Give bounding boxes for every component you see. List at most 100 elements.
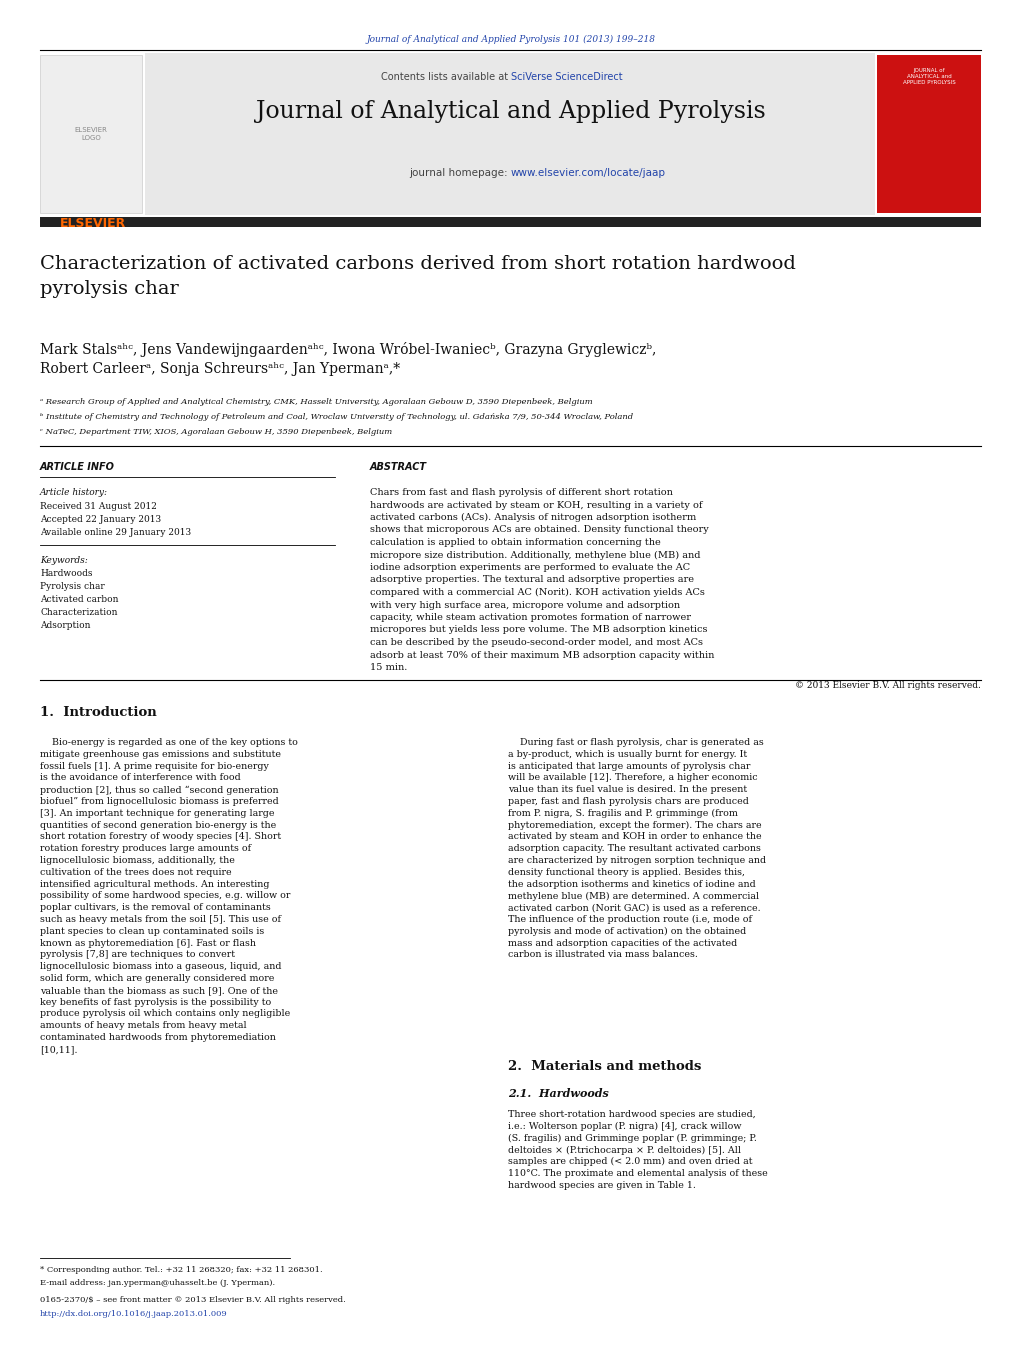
Text: Received 31 August 2012: Received 31 August 2012 (40, 503, 157, 511)
Text: poplar cultivars, is the removal of contaminants: poplar cultivars, is the removal of cont… (40, 904, 271, 912)
Text: www.elsevier.com/locate/jaap: www.elsevier.com/locate/jaap (510, 168, 666, 178)
Text: calculation is applied to obtain information concerning the: calculation is applied to obtain informa… (370, 538, 661, 547)
Text: phytoremediation, except the former). The chars are: phytoremediation, except the former). Th… (508, 820, 762, 830)
Text: iodine adsorption experiments are performed to evaluate the AC: iodine adsorption experiments are perfor… (370, 563, 690, 571)
Text: Adsorption: Adsorption (40, 621, 91, 630)
Text: amounts of heavy metals from heavy metal: amounts of heavy metals from heavy metal (40, 1021, 247, 1031)
Text: quantities of second generation bio-energy is the: quantities of second generation bio-ener… (40, 820, 277, 830)
Text: ᶜ NaTeC, Department TIW, XIOS, Agoralaan Gebouw H, 3590 Diepenbeek, Belgium: ᶜ NaTeC, Department TIW, XIOS, Agoralaan… (40, 428, 392, 436)
Text: methylene blue (MB) are determined. A commercial: methylene blue (MB) are determined. A co… (508, 892, 760, 901)
Text: Three short-rotation hardwood species are studied,: Three short-rotation hardwood species ar… (508, 1111, 756, 1119)
Text: 15 min.: 15 min. (370, 663, 407, 671)
Text: Pyrolysis char: Pyrolysis char (40, 582, 105, 590)
Text: density functional theory is applied. Besides this,: density functional theory is applied. Be… (508, 867, 745, 877)
Bar (877, 55, 981, 213)
Text: Contents lists available at: Contents lists available at (381, 72, 510, 82)
Text: mass and adsorption capacities of the activated: mass and adsorption capacities of the ac… (508, 939, 737, 947)
Text: lignocellulosic biomass into a gaseous, liquid, and: lignocellulosic biomass into a gaseous, … (40, 962, 282, 971)
Text: ELSEVIER
LOGO: ELSEVIER LOGO (75, 127, 107, 141)
Text: ELSEVIER: ELSEVIER (60, 218, 127, 230)
Text: mitigate greenhouse gas emissions and substitute: mitigate greenhouse gas emissions and su… (40, 750, 281, 759)
Text: Journal of Analytical and Applied Pyrolysis: Journal of Analytical and Applied Pyroly… (256, 100, 766, 123)
Text: activated carbon (Norit GAC) is used as a reference.: activated carbon (Norit GAC) is used as … (508, 904, 761, 912)
Text: Hardwoods: Hardwoods (40, 569, 93, 578)
Text: pyrolysis [7,8] are techniques to convert: pyrolysis [7,8] are techniques to conver… (40, 950, 235, 959)
Text: During fast or flash pyrolysis, char is generated as: During fast or flash pyrolysis, char is … (508, 738, 764, 747)
Text: produce pyrolysis oil which contains only negligible: produce pyrolysis oil which contains onl… (40, 1009, 290, 1019)
Text: hardwood species are given in Table 1.: hardwood species are given in Table 1. (508, 1181, 696, 1190)
Bar (40, 218, 981, 227)
Text: short rotation forestry of woody species [4]. Short: short rotation forestry of woody species… (40, 832, 281, 842)
Text: 2.1.  Hardwoods: 2.1. Hardwoods (508, 1088, 609, 1098)
Text: adsorb at least 70% of their maximum MB adsorption capacity within: adsorb at least 70% of their maximum MB … (370, 650, 715, 659)
Text: shows that microporous ACs are obtained. Density functional theory: shows that microporous ACs are obtained.… (370, 526, 709, 535)
Text: 0165-2370/$ – see front matter © 2013 Elsevier B.V. All rights reserved.: 0165-2370/$ – see front matter © 2013 El… (40, 1296, 346, 1304)
Bar (40, 55, 142, 213)
Text: a by-product, which is usually burnt for energy. It: a by-product, which is usually burnt for… (508, 750, 747, 759)
Text: carbon is illustrated via mass balances.: carbon is illustrated via mass balances. (508, 950, 698, 959)
Text: is the avoidance of interference with food: is the avoidance of interference with fo… (40, 773, 241, 782)
Text: pyrolysis and mode of activation) on the obtained: pyrolysis and mode of activation) on the… (508, 927, 746, 936)
Text: such as heavy metals from the soil [5]. This use of: such as heavy metals from the soil [5]. … (40, 915, 281, 924)
Text: Bio-energy is regarded as one of the key options to: Bio-energy is regarded as one of the key… (40, 738, 298, 747)
Text: [3]. An important technique for generating large: [3]. An important technique for generati… (40, 809, 275, 817)
Text: micropore size distribution. Additionally, methylene blue (MB) and: micropore size distribution. Additionall… (370, 550, 700, 559)
Text: activated carbons (ACs). Analysis of nitrogen adsorption isotherm: activated carbons (ACs). Analysis of nit… (370, 513, 696, 521)
Text: are characterized by nitrogen sorption technique and: are characterized by nitrogen sorption t… (508, 857, 766, 865)
Text: SciVerse ScienceDirect: SciVerse ScienceDirect (510, 72, 623, 82)
Text: biofuel” from lignocellulosic biomass is preferred: biofuel” from lignocellulosic biomass is… (40, 797, 279, 807)
Text: plant species to clean up contaminated soils is: plant species to clean up contaminated s… (40, 927, 264, 936)
Text: 2.  Materials and methods: 2. Materials and methods (508, 1061, 701, 1073)
Text: with very high surface area, micropore volume and adsorption: with very high surface area, micropore v… (370, 600, 680, 609)
Text: hardwoods are activated by steam or KOH, resulting in a variety of: hardwoods are activated by steam or KOH,… (370, 500, 702, 509)
Text: adsorption capacity. The resultant activated carbons: adsorption capacity. The resultant activ… (508, 844, 761, 854)
Text: Activated carbon: Activated carbon (40, 594, 118, 604)
Text: Mark Stalsᵃʰᶜ, Jens Vandewijngaardenᵃʰᶜ, Iwona Wróbel-Iwaniecᵇ, Grazyna Gryglewi: Mark Stalsᵃʰᶜ, Jens Vandewijngaardenᵃʰᶜ,… (40, 342, 657, 357)
Text: Chars from fast and flash pyrolysis of different short rotation: Chars from fast and flash pyrolysis of d… (370, 488, 673, 497)
Text: Robert Carleerᵃ, Sonja Schreursᵃʰᶜ, Jan Ypermanᵃ,*: Robert Carleerᵃ, Sonja Schreursᵃʰᶜ, Jan … (40, 362, 400, 376)
Text: will be available [12]. Therefore, a higher economic: will be available [12]. Therefore, a hig… (508, 773, 758, 782)
Text: value than its fuel value is desired. In the present: value than its fuel value is desired. In… (508, 785, 747, 794)
Text: JOURNAL of
ANALYTICAL and
APPLIED PYROLYSIS: JOURNAL of ANALYTICAL and APPLIED PYROLY… (903, 68, 956, 85)
Text: ABSTRACT: ABSTRACT (370, 462, 427, 471)
Text: cultivation of the trees does not require: cultivation of the trees does not requir… (40, 867, 232, 877)
Text: ᵇ Institute of Chemistry and Technology of Petroleum and Coal, Wroclaw Universit: ᵇ Institute of Chemistry and Technology … (40, 413, 633, 422)
Text: paper, fast and flash pyrolysis chars are produced: paper, fast and flash pyrolysis chars ar… (508, 797, 748, 807)
Text: rotation forestry produces large amounts of: rotation forestry produces large amounts… (40, 844, 251, 854)
Text: activated by steam and KOH in order to enhance the: activated by steam and KOH in order to e… (508, 832, 762, 842)
Bar (145, 53, 875, 215)
Text: the adsorption isotherms and kinetics of iodine and: the adsorption isotherms and kinetics of… (508, 880, 756, 889)
Text: fossil fuels [1]. A prime requisite for bio-energy: fossil fuels [1]. A prime requisite for … (40, 762, 269, 770)
Text: Article history:: Article history: (40, 488, 108, 497)
Text: Available online 29 January 2013: Available online 29 January 2013 (40, 528, 191, 536)
Text: ᵃ Research Group of Applied and Analytical Chemistry, CMK, Hasselt University, A: ᵃ Research Group of Applied and Analytic… (40, 399, 593, 407)
Text: ARTICLE INFO: ARTICLE INFO (40, 462, 115, 471)
Text: 1.  Introduction: 1. Introduction (40, 707, 157, 719)
Text: E-mail address: jan.yperman@uhasselt.be (J. Yperman).: E-mail address: jan.yperman@uhasselt.be … (40, 1279, 275, 1288)
Text: i.e.: Wolterson poplar (P. nigra) [4], crack willow: i.e.: Wolterson poplar (P. nigra) [4], c… (508, 1121, 741, 1131)
Text: (S. fragilis) and Grimminge poplar (P. grimminge; P.: (S. fragilis) and Grimminge poplar (P. g… (508, 1133, 757, 1143)
Text: valuable than the biomass as such [9]. One of the: valuable than the biomass as such [9]. O… (40, 986, 278, 994)
Text: from P. nigra, S. fragilis and P. grimminge (from: from P. nigra, S. fragilis and P. grimmi… (508, 809, 738, 817)
Text: Characterization: Characterization (40, 608, 117, 617)
Text: http://dx.doi.org/10.1016/j.jaap.2013.01.009: http://dx.doi.org/10.1016/j.jaap.2013.01… (40, 1310, 228, 1319)
Text: © 2013 Elsevier B.V. All rights reserved.: © 2013 Elsevier B.V. All rights reserved… (795, 681, 981, 689)
Text: samples are chipped (< 2.0 mm) and oven dried at: samples are chipped (< 2.0 mm) and oven … (508, 1158, 752, 1166)
Text: can be described by the pseudo-second-order model, and most ACs: can be described by the pseudo-second-or… (370, 638, 703, 647)
Text: possibility of some hardwood species, e.g. willow or: possibility of some hardwood species, e.… (40, 892, 290, 900)
Text: is anticipated that large amounts of pyrolysis char: is anticipated that large amounts of pyr… (508, 762, 750, 770)
Text: Characterization of activated carbons derived from short rotation hardwood
pyrol: Characterization of activated carbons de… (40, 255, 796, 299)
Text: contaminated hardwoods from phytoremediation: contaminated hardwoods from phytoremedia… (40, 1034, 276, 1042)
Text: The influence of the production route (i.e, mode of: The influence of the production route (i… (508, 915, 752, 924)
Text: deltoides × (P.trichocarpa × P. deltoides) [5]. All: deltoides × (P.trichocarpa × P. deltoide… (508, 1146, 741, 1155)
Text: production [2], thus so called “second generation: production [2], thus so called “second g… (40, 785, 279, 794)
Text: [10,11].: [10,11]. (40, 1044, 78, 1054)
Text: Journal of Analytical and Applied Pyrolysis 101 (2013) 199–218: Journal of Analytical and Applied Pyroly… (367, 35, 655, 45)
Text: Keywords:: Keywords: (40, 557, 88, 565)
Text: compared with a commercial AC (Norit). KOH activation yields ACs: compared with a commercial AC (Norit). K… (370, 588, 704, 597)
Text: intensified agricultural methods. An interesting: intensified agricultural methods. An int… (40, 880, 270, 889)
Text: 110°C. The proximate and elemental analysis of these: 110°C. The proximate and elemental analy… (508, 1169, 768, 1178)
Text: micropores but yields less pore volume. The MB adsorption kinetics: micropores but yields less pore volume. … (370, 626, 708, 635)
Text: * Corresponding author. Tel.: +32 11 268320; fax: +32 11 268301.: * Corresponding author. Tel.: +32 11 268… (40, 1266, 323, 1274)
Text: adsorptive properties. The textural and adsorptive properties are: adsorptive properties. The textural and … (370, 576, 694, 585)
